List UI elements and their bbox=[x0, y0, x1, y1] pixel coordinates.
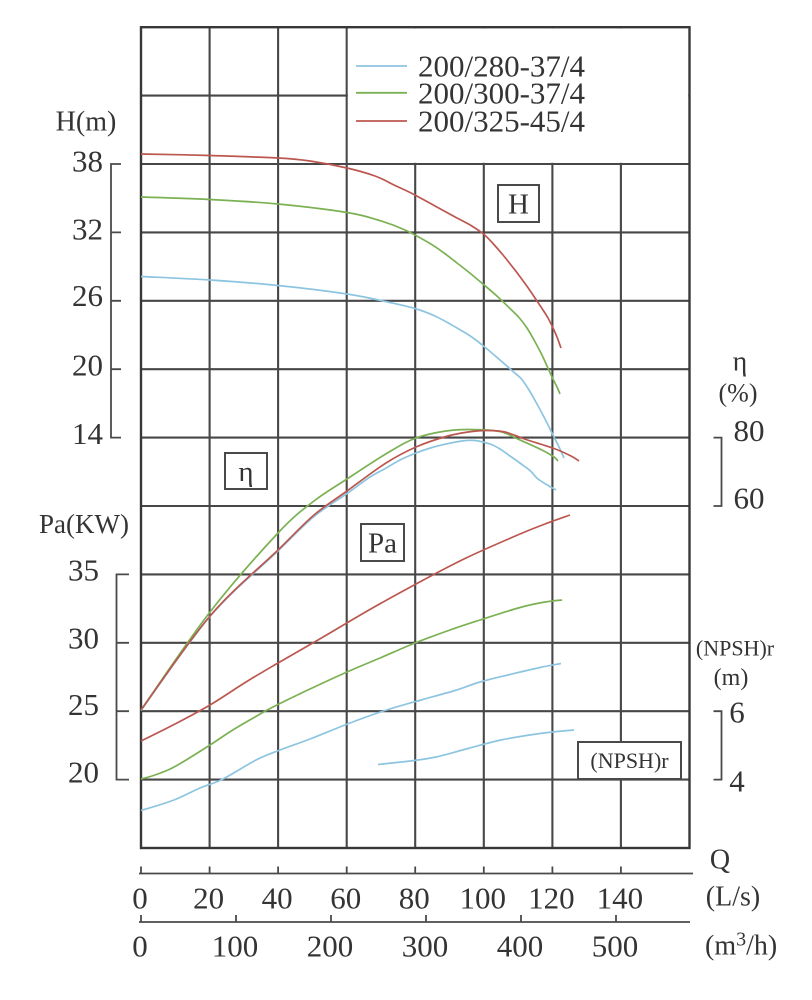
svg-text:100: 100 bbox=[212, 929, 259, 964]
svg-text:35: 35 bbox=[68, 553, 99, 588]
svg-text:20: 20 bbox=[193, 881, 224, 916]
svg-text:80: 80 bbox=[399, 881, 430, 916]
svg-text:32: 32 bbox=[72, 212, 103, 247]
svg-text:(L/s): (L/s) bbox=[706, 882, 760, 913]
svg-text:200/280-37/4: 200/280-37/4 bbox=[418, 49, 586, 84]
svg-text:η: η bbox=[238, 456, 253, 488]
svg-text:Pa(KW): Pa(KW) bbox=[39, 509, 129, 539]
svg-text:40: 40 bbox=[262, 881, 293, 916]
svg-text:200/300-37/4: 200/300-37/4 bbox=[418, 75, 586, 110]
svg-text:30: 30 bbox=[68, 621, 99, 656]
svg-text:20: 20 bbox=[72, 348, 103, 383]
svg-text:(m): (m) bbox=[714, 665, 749, 691]
svg-text:120: 120 bbox=[528, 881, 575, 916]
svg-text:140: 140 bbox=[597, 881, 644, 916]
svg-text:300: 300 bbox=[402, 929, 449, 964]
svg-text:H: H bbox=[508, 188, 529, 220]
svg-text:200: 200 bbox=[307, 929, 354, 964]
svg-text:500: 500 bbox=[592, 929, 639, 964]
svg-text:6: 6 bbox=[729, 695, 745, 730]
svg-text:η: η bbox=[733, 347, 748, 378]
svg-text:Pa: Pa bbox=[368, 527, 397, 559]
svg-text:0: 0 bbox=[132, 929, 148, 964]
svg-text:20: 20 bbox=[68, 755, 99, 790]
svg-text:26: 26 bbox=[72, 278, 103, 313]
svg-text:60: 60 bbox=[330, 881, 361, 916]
svg-text:14: 14 bbox=[72, 416, 104, 451]
svg-text:(NPSH)r: (NPSH)r bbox=[696, 636, 775, 661]
svg-text:200/325-45/4: 200/325-45/4 bbox=[418, 104, 586, 139]
svg-text:0: 0 bbox=[132, 881, 148, 916]
svg-text:400: 400 bbox=[497, 929, 544, 964]
svg-text:Q: Q bbox=[710, 845, 730, 876]
svg-text:(NPSH)r: (NPSH)r bbox=[590, 748, 669, 773]
svg-text:4: 4 bbox=[729, 764, 745, 799]
svg-text:80: 80 bbox=[734, 413, 765, 448]
svg-text:(%): (%) bbox=[719, 379, 758, 408]
svg-text:60: 60 bbox=[734, 481, 765, 516]
svg-text:38: 38 bbox=[72, 144, 103, 179]
svg-text:25: 25 bbox=[68, 687, 99, 722]
svg-text:H(m): H(m) bbox=[56, 107, 117, 138]
svg-text:100: 100 bbox=[460, 881, 507, 916]
